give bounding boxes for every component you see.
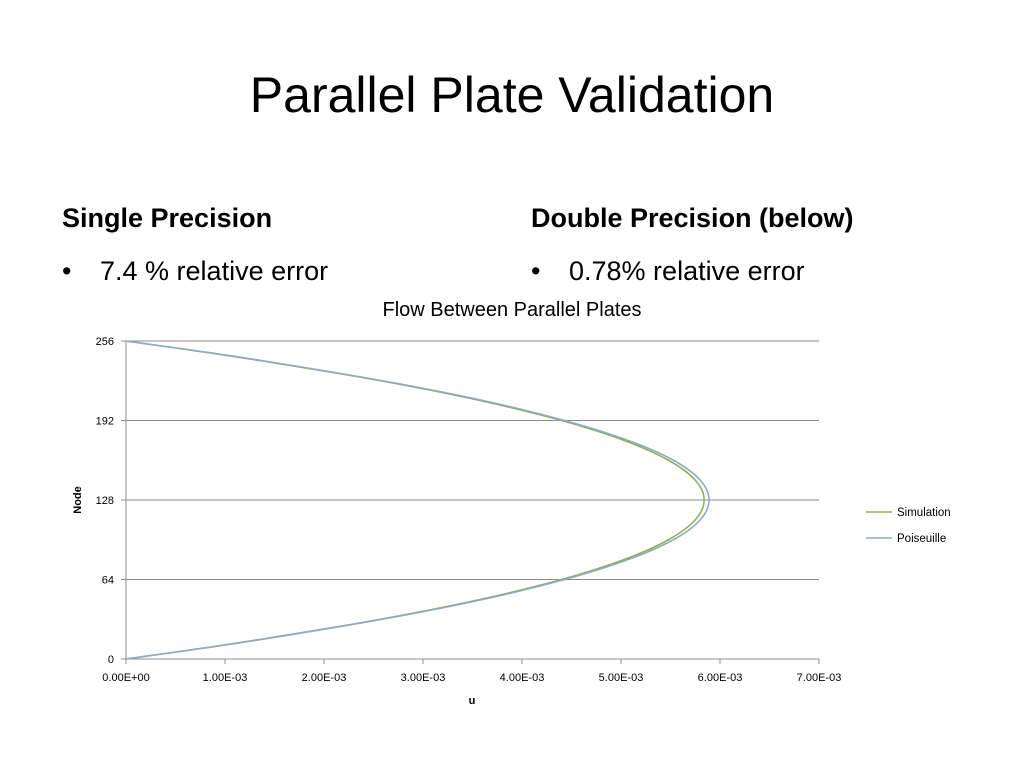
x-tick-label: 0.00E+00 [102,672,149,684]
double-precision-bullet: • 0.78% relative error [531,251,805,291]
double-precision-error-text: 0.78% relative error [569,256,805,286]
y-tick-label: 64 [102,575,114,587]
y-axis-label: Node [72,486,84,514]
chart-title: Flow Between Parallel Plates [382,299,641,321]
double-precision-heading: Double Precision (below) [531,203,854,233]
series-line-poiseuille [125,340,710,660]
x-tick-label: 2.00E-03 [302,672,347,684]
x-tick-label: 7.00E-03 [797,672,842,684]
single-precision-heading: Single Precision [62,203,273,233]
chart-axes [125,341,820,664]
slide-title: Parallel Plate Validation [249,67,775,123]
chart-legend: Simulation Poiseuille [866,507,951,545]
bullet-marker: • [531,256,541,286]
single-precision-error-text: 7.4 % relative error [100,256,329,286]
bullet-marker: • [62,256,72,286]
x-tick-label: 4.00E-03 [500,672,545,684]
y-tick-labels: 0 64 128 192 256 [96,336,114,666]
x-tick-label: 1.00E-03 [203,672,248,684]
x-axis-label: u [469,695,476,707]
legend-label: Poiseuille [897,533,946,545]
x-tick-label: 3.00E-03 [401,672,446,684]
legend-label: Simulation [897,507,951,519]
y-tick-label: 192 [96,416,114,428]
y-tick-label: 0 [108,654,114,666]
chart-gridlines [121,340,819,660]
y-tick-label: 256 [96,336,114,348]
single-precision-bullet: • 7.4 % relative error [62,251,328,291]
x-tick-labels: 0.00E+00 1.00E-03 2.00E-03 3.00E-03 4.00E-03… [102,672,841,684]
x-tick-label: 5.00E-03 [599,672,644,684]
flow-chart: Flow Between Parallel Plates 0 64 128 192 25… [72,299,951,707]
y-tick-label: 128 [96,495,114,507]
chart-series [125,340,710,660]
x-tick-label: 6.00E-03 [698,672,743,684]
